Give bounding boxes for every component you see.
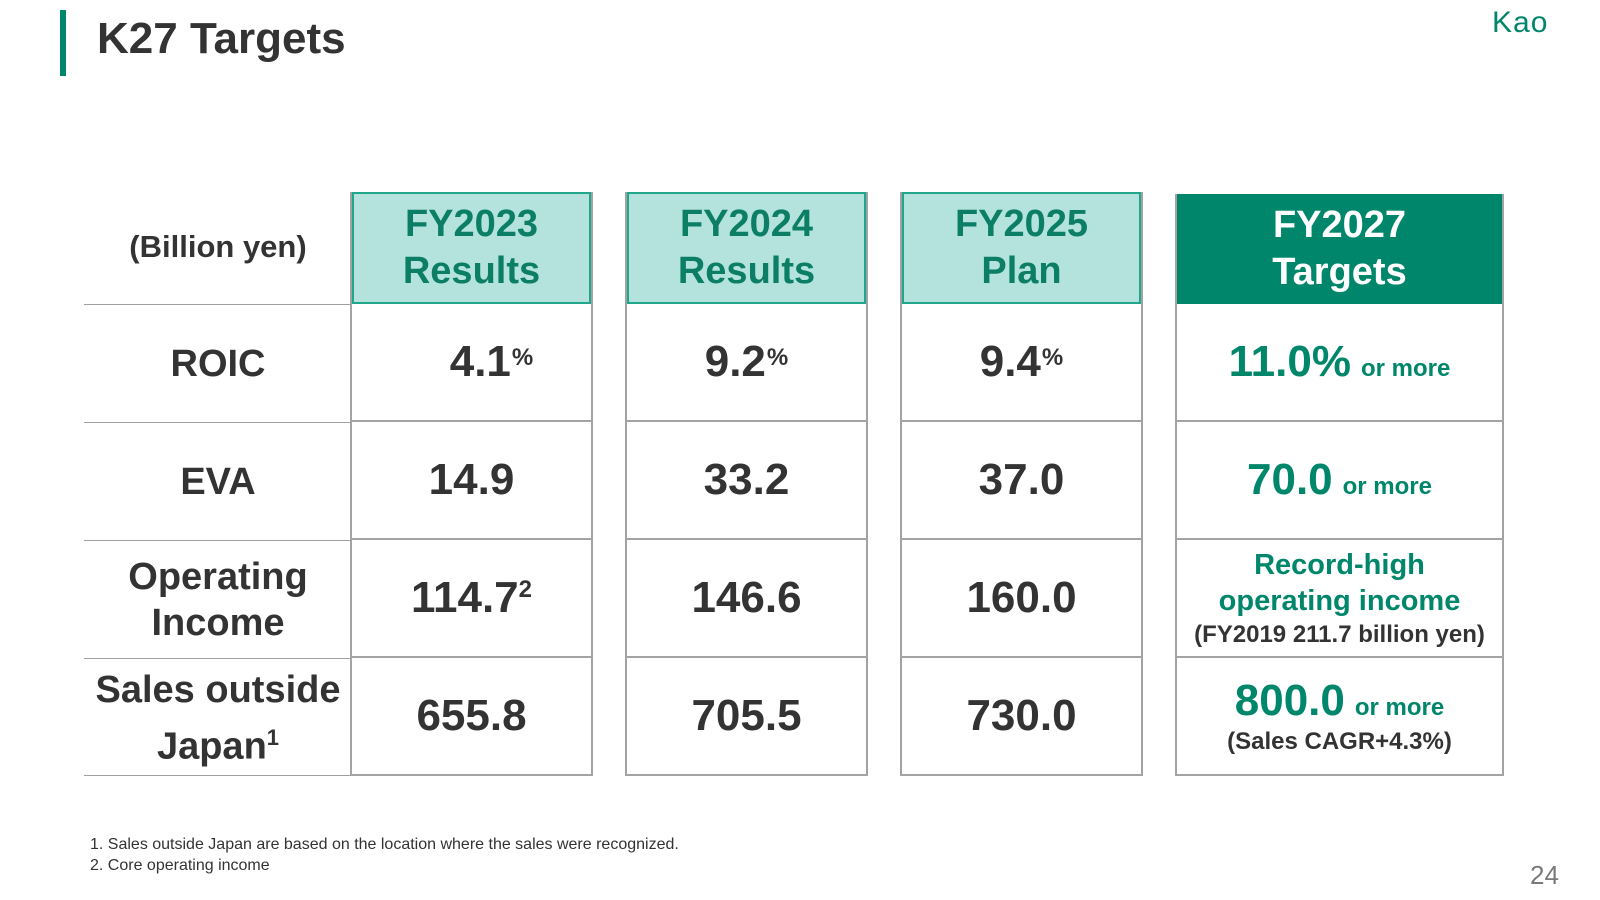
roic-value: 9.4 bbox=[979, 337, 1041, 386]
column-fy2024: FY2024 Results 9.2% 33.2 146.6 705.5 bbox=[625, 192, 868, 776]
target-sales-note: (Sales CAGR+4.3%) bbox=[1227, 728, 1452, 755]
cell-divider bbox=[1177, 538, 1502, 540]
roic-value: 4.1 bbox=[449, 337, 511, 386]
header-line1: FY2025 bbox=[954, 203, 1089, 245]
column-fy2023: FY2023 Results 4.1% 14.9 114.7 2 655.8 bbox=[350, 192, 593, 776]
cell-divider bbox=[352, 538, 591, 540]
page-number: 24 bbox=[1530, 860, 1559, 890]
header-line1: FY2024 bbox=[679, 203, 814, 245]
target-sales-value: 800.0 bbox=[1234, 676, 1345, 725]
row-label-roic: ROIC bbox=[170, 342, 266, 385]
footnote-ref-1: 1 bbox=[266, 724, 280, 750]
cell-target-operating-income: Record-high operating income (FY2019 211… bbox=[1177, 540, 1502, 656]
target-suffix: or more bbox=[1360, 355, 1451, 382]
footnote-1: 1. Sales outside Japan are based on the … bbox=[90, 836, 679, 853]
column-fy2025: FY2025 Plan 9.4% 37.0 160.0 730.0 bbox=[900, 192, 1143, 776]
cell-target-roic: 11.0% or more bbox=[1177, 304, 1502, 420]
unit-label: (Billion yen) bbox=[129, 229, 307, 264]
target-suffix: or more bbox=[1354, 694, 1445, 721]
column-fy2027-targets: FY2027 Targets 11.0% or more 70.0 or mor… bbox=[1175, 194, 1504, 776]
target-op-income-line2: operating income bbox=[1218, 585, 1461, 617]
row-divider bbox=[84, 304, 352, 305]
row-divider bbox=[84, 422, 352, 423]
header-line2: Results bbox=[677, 250, 816, 292]
column-header-fy2027: FY2027 Targets bbox=[1177, 194, 1502, 304]
cell-divider bbox=[627, 420, 866, 422]
op-income-label-line2: Income bbox=[151, 602, 285, 644]
cell-divider bbox=[1177, 420, 1502, 422]
cell-operating-income: 160.0 bbox=[966, 573, 1077, 622]
column-header-fy2024: FY2024 Results bbox=[627, 192, 866, 304]
cell-divider bbox=[352, 420, 591, 422]
row-label-eva: EVA bbox=[180, 460, 256, 503]
column-header-fy2023: FY2023 Results bbox=[352, 192, 591, 304]
cell-eva: 33.2 bbox=[703, 455, 790, 504]
cell-divider bbox=[352, 656, 591, 658]
title-accent-bar bbox=[60, 10, 66, 76]
cell-target-eva: 70.0 or more bbox=[1177, 422, 1502, 538]
row-divider bbox=[84, 775, 352, 776]
op-income-value: 114.7 bbox=[410, 573, 519, 622]
header-line1: FY2023 bbox=[404, 203, 539, 245]
header-line1: FY2027 bbox=[1272, 204, 1407, 246]
cell-eva: 37.0 bbox=[978, 455, 1065, 504]
percent-unit: % bbox=[1041, 344, 1064, 371]
row-label-operating-income: Operating Income bbox=[86, 542, 350, 658]
cell-roic: 9.2% bbox=[627, 304, 866, 420]
header-line2: Plan bbox=[981, 250, 1062, 292]
cell-divider bbox=[627, 656, 866, 658]
op-income-label-line1: Operating bbox=[128, 556, 308, 598]
target-suffix: or more bbox=[1342, 473, 1432, 500]
percent-unit: % bbox=[511, 344, 534, 371]
cell-sales: 705.5 bbox=[691, 691, 802, 740]
row-divider bbox=[84, 658, 352, 659]
row-divider bbox=[84, 540, 352, 541]
sales-label-line1: Sales outside bbox=[95, 668, 341, 711]
target-eva-value: 70.0 bbox=[1247, 455, 1333, 504]
cell-sales: 730.0 bbox=[966, 691, 1077, 740]
cell-roic: 4.1% bbox=[352, 304, 591, 420]
cell-divider bbox=[902, 656, 1141, 658]
cell-divider bbox=[902, 420, 1141, 422]
cell-target-sales: 800.0 or more (Sales CAGR+4.3%) bbox=[1177, 658, 1502, 774]
cell-divider bbox=[902, 538, 1141, 540]
roic-value: 9.2 bbox=[704, 337, 766, 386]
footnote-2: 2. Core operating income bbox=[90, 857, 270, 874]
percent-unit: % bbox=[766, 344, 789, 371]
cell-sales: 655.8 bbox=[416, 691, 527, 740]
target-op-income-note: (FY2019 211.7 billion yen) bbox=[1194, 621, 1485, 648]
cell-operating-income: 114.7 2 bbox=[352, 540, 591, 656]
target-op-income-line1: Record-high bbox=[1254, 549, 1425, 581]
kao-logo: Kao bbox=[1492, 6, 1549, 39]
target-roic-value: 11.0% bbox=[1228, 337, 1351, 386]
cell-operating-income: 146.6 bbox=[691, 573, 802, 622]
footnote-ref-2: 2 bbox=[518, 576, 533, 603]
header-line2: Targets bbox=[1272, 251, 1407, 293]
header-line2: Results bbox=[402, 250, 541, 292]
column-header-fy2025: FY2025 Plan bbox=[902, 192, 1141, 304]
page-title: K27 Targets bbox=[97, 14, 346, 63]
cell-divider bbox=[1177, 656, 1502, 658]
cell-divider bbox=[627, 538, 866, 540]
row-label-sales-outside-japan: Sales outside Japan1 bbox=[86, 660, 350, 776]
sales-label-line2: Japan1 bbox=[156, 724, 280, 768]
cell-eva: 14.9 bbox=[428, 455, 515, 504]
cell-roic: 9.4% bbox=[902, 304, 1141, 420]
